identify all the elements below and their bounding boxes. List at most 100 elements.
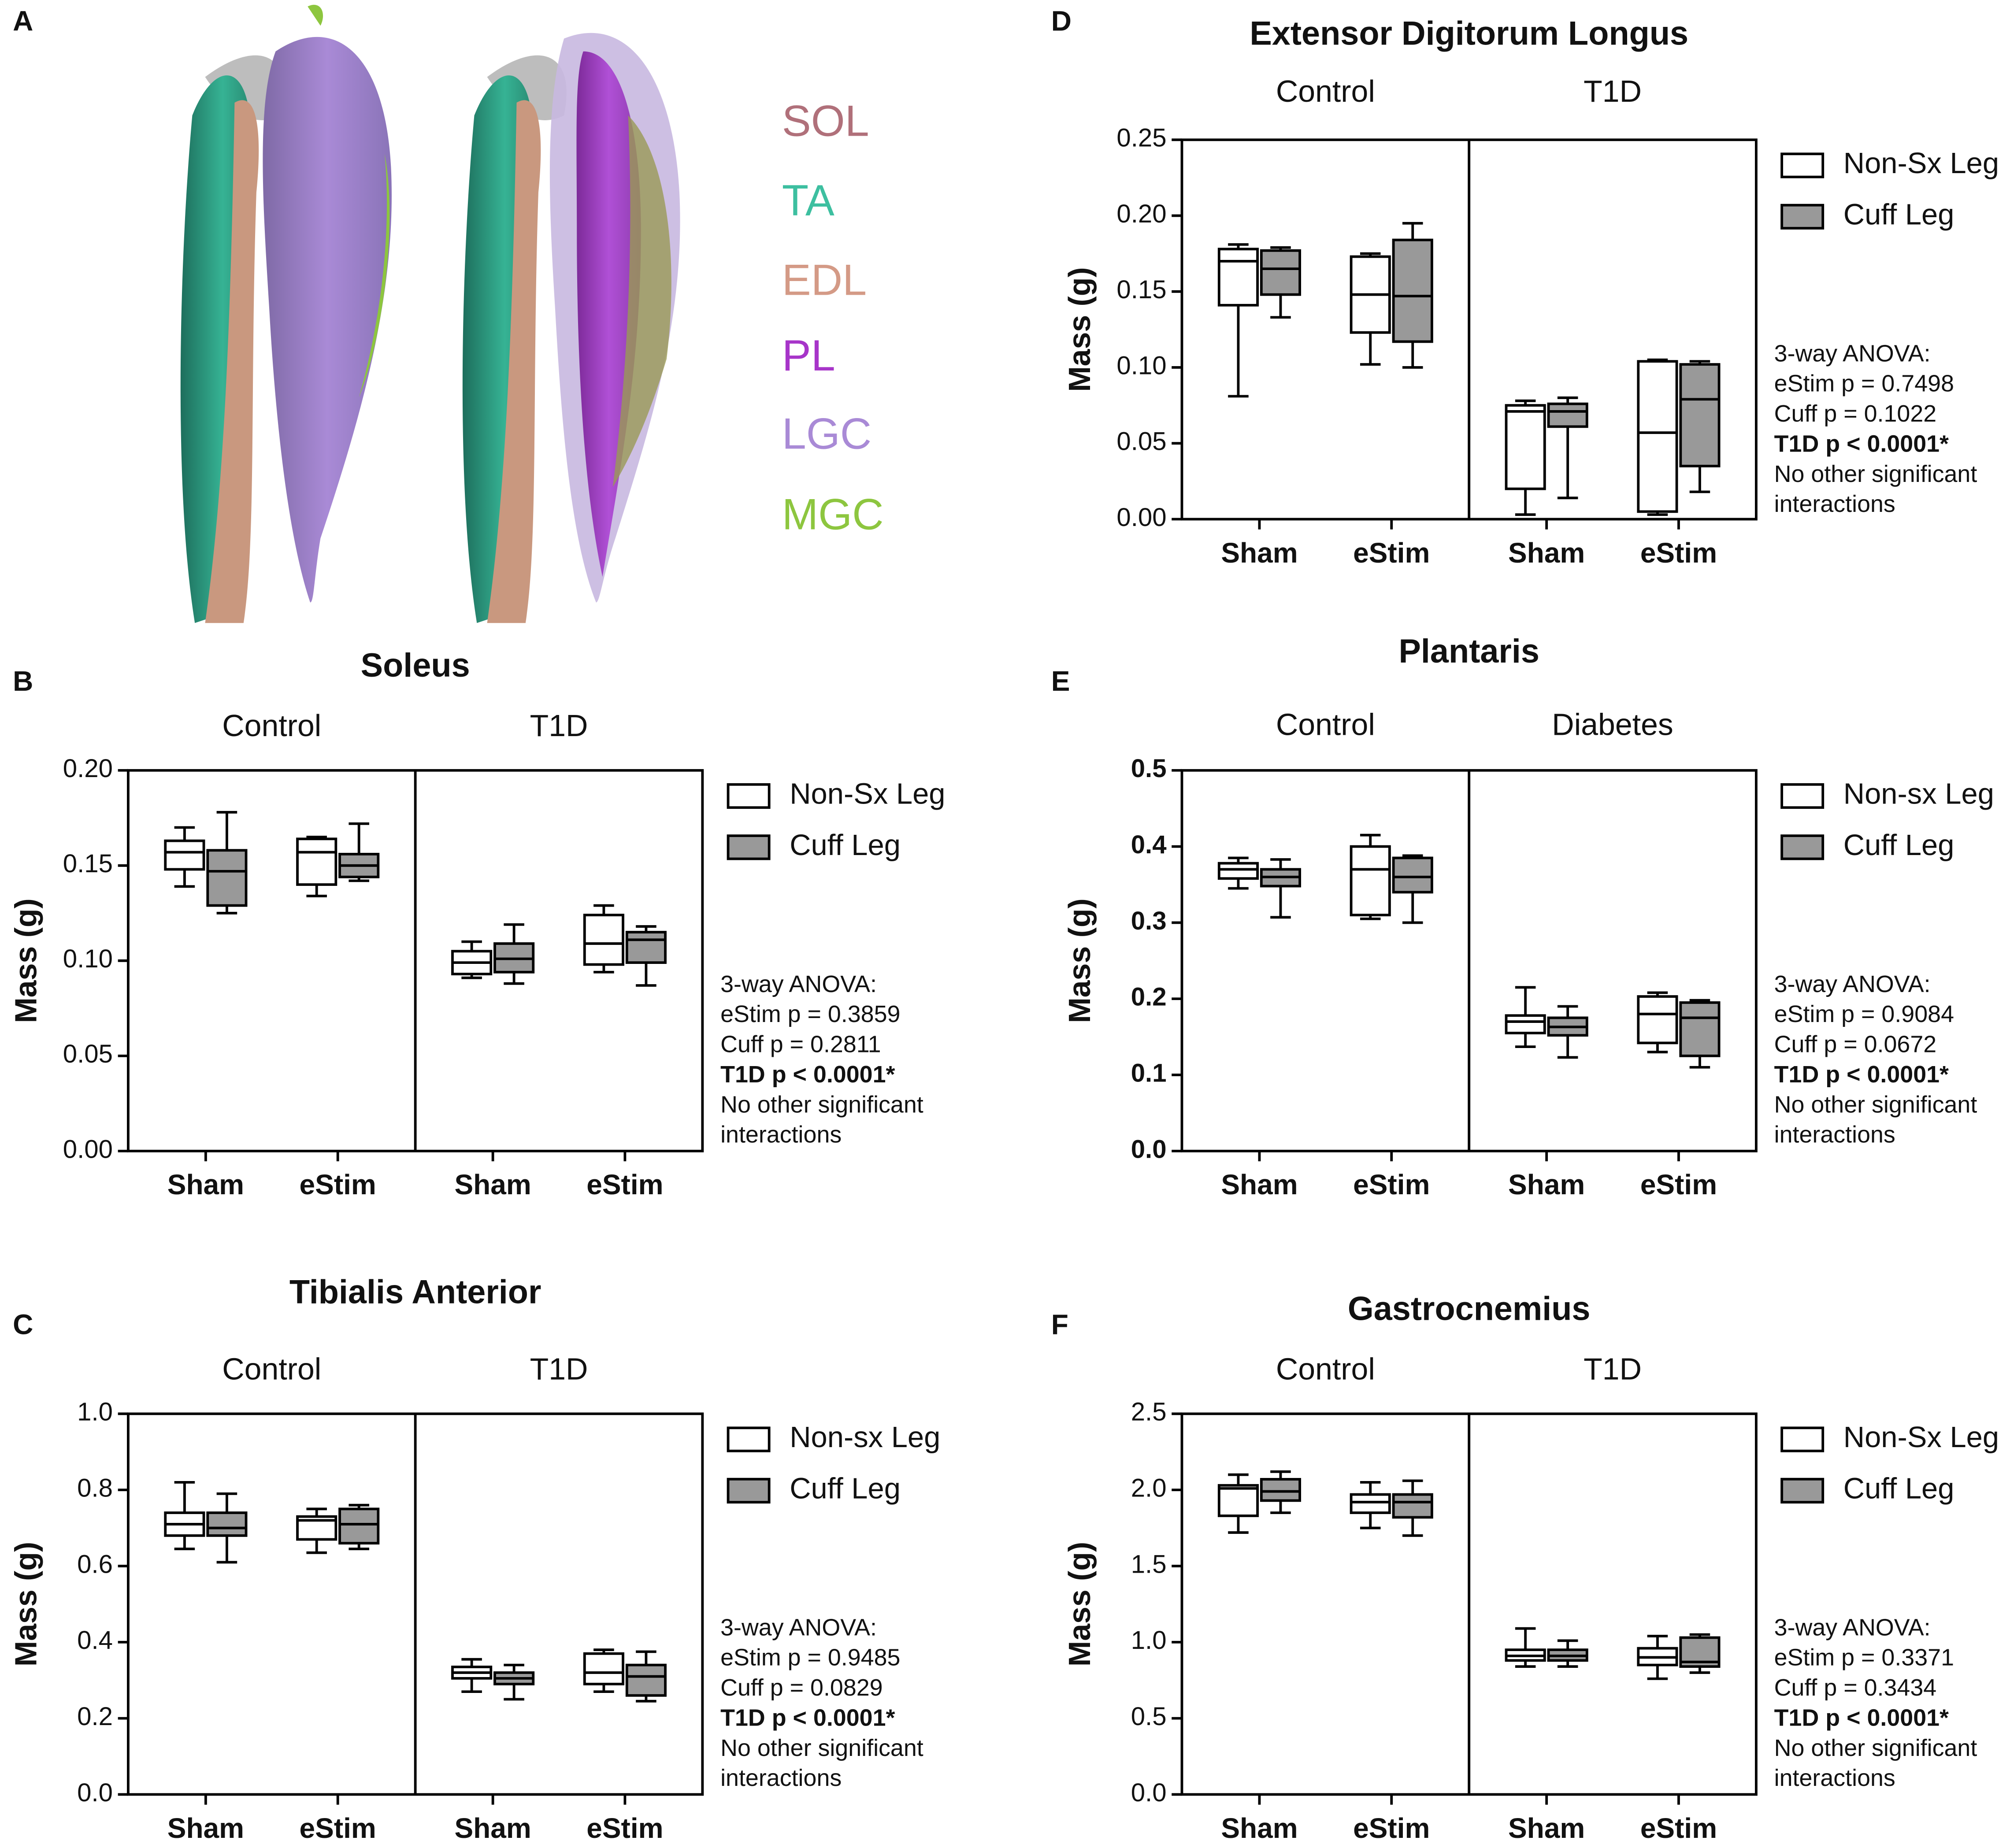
box	[296, 837, 337, 886]
y-tick-label: 0.0	[1131, 1135, 1167, 1163]
x-tick-label: eStim	[300, 1169, 376, 1200]
chart-title: Plantaris	[1398, 633, 1539, 670]
legend-label: Non-Sx Leg	[1843, 147, 1999, 180]
box	[1392, 856, 1433, 894]
y-tick-label: 0.20	[63, 754, 113, 783]
legend-label: Cuff Leg	[1843, 829, 1954, 862]
legend-label: Cuff Leg	[790, 1472, 901, 1505]
annotation: eStim p = 0.3859	[720, 1001, 900, 1027]
x-tick-label: eStim	[586, 1812, 663, 1844]
y-tick-label: 0.0	[1131, 1778, 1167, 1807]
box	[1505, 1014, 1546, 1034]
panel-label: C	[13, 1308, 33, 1340]
panel-label: A	[13, 5, 33, 37]
box	[1217, 1484, 1259, 1517]
annotation: Cuff p = 0.0829	[720, 1674, 883, 1701]
group-label: Control	[222, 1352, 321, 1386]
box	[1260, 249, 1302, 296]
box	[583, 1652, 624, 1685]
y-tick-label: 0.25	[1116, 124, 1166, 152]
chart-title: Tibialis Anterior	[289, 1274, 541, 1311]
box	[1260, 1478, 1302, 1502]
y-tick-label: 0.0	[77, 1778, 113, 1807]
box	[1350, 845, 1391, 917]
y-tick-label: 2.5	[1131, 1398, 1167, 1426]
group-label: T1D	[530, 1352, 588, 1386]
x-tick-label: Sham	[167, 1812, 244, 1844]
x-tick-label: eStim	[1353, 1812, 1430, 1844]
box	[583, 914, 624, 966]
y-tick-label: 0.2	[77, 1702, 113, 1731]
legend-swatch	[727, 783, 771, 809]
box	[1505, 404, 1546, 490]
box	[1637, 360, 1678, 513]
annotation: T1D p < 0.0001*	[720, 1061, 895, 1088]
y-tick-label: 0.05	[63, 1040, 113, 1068]
annotation: eStim p = 0.9485	[720, 1644, 900, 1671]
legend-label: Non-Sx Leg	[1843, 1421, 1999, 1454]
x-tick-label: Sham	[1221, 1812, 1298, 1844]
panel-label: B	[13, 665, 33, 697]
y-tick-label: 1.5	[1131, 1550, 1167, 1578]
y-axis-label: Mass (g)	[1062, 267, 1097, 392]
box	[625, 1663, 667, 1697]
x-tick-label: eStim	[1640, 1169, 1717, 1200]
plot-frame	[1180, 1412, 1758, 1796]
chart-title: Extensor Digitorum Longus	[1250, 15, 1688, 52]
annotation: interactions	[720, 1122, 842, 1148]
y-tick-label: 0.2	[1131, 983, 1167, 1011]
y-tick-label: 0.20	[1116, 200, 1166, 228]
y-tick-label: 0.00	[63, 1135, 113, 1163]
annotation: 3-way ANOVA:	[720, 971, 877, 997]
group-label: Control	[1276, 74, 1375, 108]
chart-title: Soleus	[361, 647, 470, 684]
y-tick-label: 2.0	[1131, 1474, 1167, 1503]
annotation: 3-way ANOVA:	[720, 1614, 877, 1641]
y-tick-label: 0.05	[1116, 427, 1166, 456]
annotation: T1D p < 0.0001*	[1774, 1704, 1949, 1731]
muscle-render-right	[462, 33, 680, 623]
annotation: eStim p = 0.9084	[1774, 1001, 1954, 1027]
group-label: T1D	[1584, 1352, 1642, 1386]
plot-frame	[1180, 769, 1758, 1152]
box	[1547, 402, 1588, 428]
x-tick-label: Sham	[1508, 1169, 1585, 1200]
legend-label: Non-sx Leg	[790, 1421, 940, 1454]
x-tick-label: Sham	[1508, 1812, 1585, 1844]
annotation: No other significant	[720, 1735, 923, 1761]
x-tick-label: Sham	[1508, 537, 1585, 569]
annotation: Cuff p = 0.2811	[720, 1031, 881, 1058]
muscle-label: MGC	[782, 490, 884, 539]
annotation: Cuff p = 0.1022	[1774, 400, 1937, 427]
x-tick-label: eStim	[1640, 537, 1717, 569]
y-axis-label: Mass (g)	[8, 1542, 43, 1667]
y-axis-label: Mass (g)	[1062, 898, 1097, 1023]
group-label: Control	[222, 708, 321, 743]
y-tick-label: 0.6	[77, 1550, 113, 1578]
y-tick-label: 0.10	[1116, 351, 1166, 380]
annotation: Cuff p = 0.0672	[1774, 1031, 1937, 1058]
legend-label: Non-Sx Leg	[790, 778, 945, 811]
legend-swatch	[1780, 1426, 1825, 1452]
group-label: Control	[1276, 1352, 1375, 1386]
box	[164, 839, 205, 871]
legend-label: Cuff Leg	[790, 829, 901, 862]
box	[338, 1507, 380, 1545]
y-tick-label: 0.15	[1116, 275, 1166, 304]
legend-swatch	[1780, 783, 1825, 809]
x-tick-label: eStim	[1353, 537, 1430, 569]
group-label: T1D	[530, 708, 588, 743]
box	[1679, 1001, 1721, 1057]
y-tick-label: 0.10	[63, 944, 113, 973]
annotation: T1D p < 0.0001*	[1774, 1061, 1949, 1088]
annotation: eStim p = 0.7498	[1774, 370, 1954, 397]
y-tick-label: 1.0	[77, 1398, 113, 1426]
y-tick-label: 0.4	[77, 1626, 113, 1655]
box	[206, 1511, 248, 1537]
x-tick-label: Sham	[1221, 1169, 1298, 1200]
annotation: interactions	[1774, 491, 1895, 517]
legend-swatch	[727, 1478, 771, 1504]
x-tick-label: Sham	[454, 1169, 531, 1200]
legend-swatch	[1780, 152, 1825, 178]
y-tick-label: 0.5	[1131, 1702, 1167, 1731]
